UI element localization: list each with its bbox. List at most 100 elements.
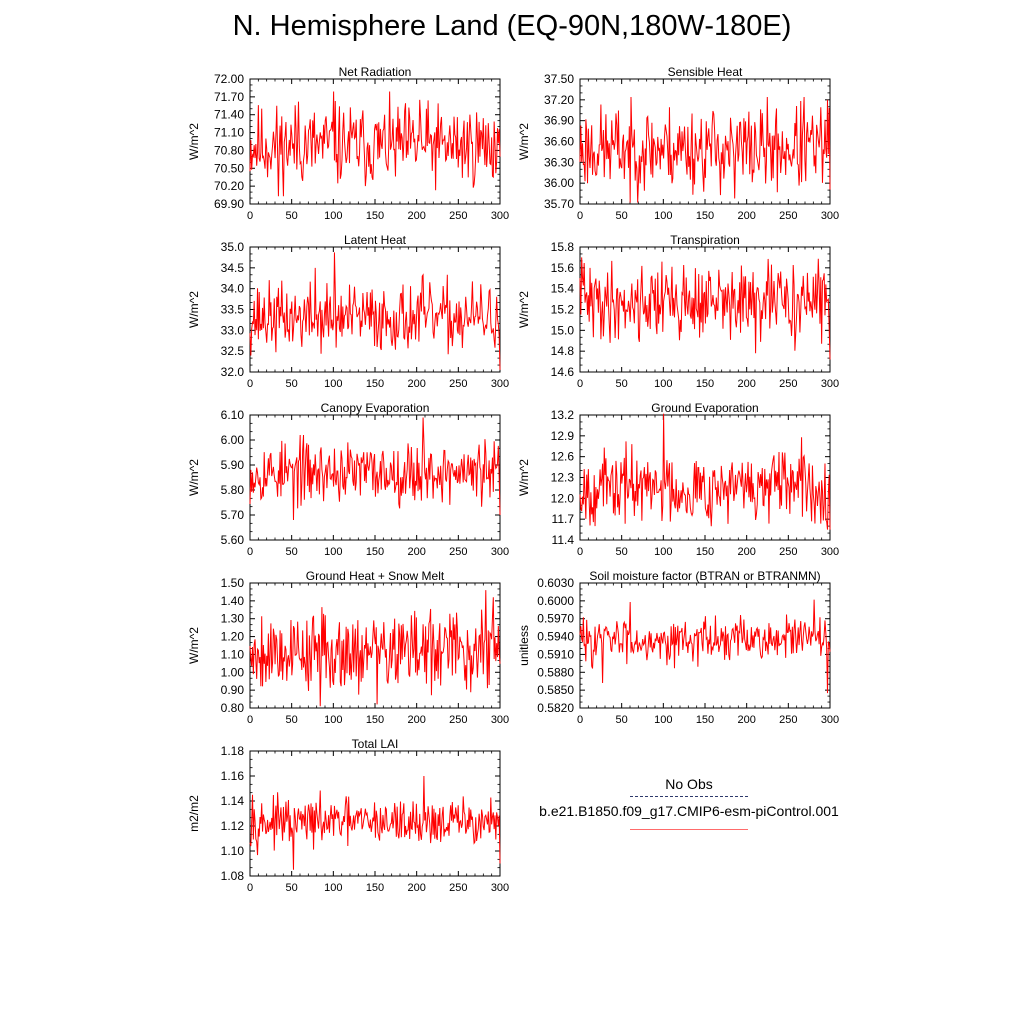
panel-5-xtick-label: 150 — [366, 546, 384, 558]
panel-3-ytick-label: 34.0 — [221, 282, 245, 296]
panel-3-ytick-label: 34.5 — [221, 261, 245, 275]
panel-7-ytick-label: 1.00 — [221, 665, 245, 679]
panel-5-xtick-label: 200 — [407, 546, 425, 558]
legend-case-swatch — [630, 829, 748, 830]
panel-9-xtick-label: 100 — [324, 882, 342, 894]
panel-2-ytick-label: 36.60 — [544, 135, 574, 149]
legend: No Obs b.e21.B1850.f09_g17.CMIP6-esm-piC… — [530, 776, 848, 830]
panel-4-ytick-label: 15.4 — [551, 282, 575, 296]
panel-9-ytick-label: 1.12 — [221, 819, 245, 833]
panel-1-xtick-label: 100 — [324, 210, 342, 222]
panel-4-ytick-label: 14.8 — [551, 344, 575, 358]
panel-9-title: Total LAI — [352, 737, 399, 751]
panel-2-ytick-label: 36.00 — [544, 176, 574, 190]
panel-1-ytick-label: 71.40 — [214, 108, 244, 122]
panel-9-series-line — [249, 775, 501, 870]
panel-2-series-line — [579, 97, 831, 203]
panel-9-ytick-label: 1.10 — [221, 844, 245, 858]
panel-8-ytick-label: 0.5970 — [537, 612, 574, 626]
panel-5-ytick-label: 6.00 — [221, 433, 245, 447]
panel-1-xtick-label: 50 — [286, 210, 298, 222]
panel-2-ytick-label: 37.20 — [544, 93, 574, 107]
panel-2-ytick-label: 37.50 — [544, 72, 574, 86]
panel-1-ytick-label: 70.20 — [214, 179, 244, 193]
panel-1-series-line — [249, 91, 501, 197]
panel-7-xtick-label: 250 — [449, 714, 467, 726]
panel-4-ylabel: W/m^2 — [517, 291, 531, 328]
panel-7-ytick-label: 1.50 — [221, 576, 245, 590]
panel-1-ytick-label: 71.70 — [214, 90, 244, 104]
panel-6-ylabel: W/m^2 — [517, 459, 531, 496]
panel-6-xtick-label: 50 — [616, 546, 628, 558]
panel-5-ytick-label: 6.10 — [221, 408, 245, 422]
panel-6-title: Ground Evaporation — [651, 401, 758, 415]
panel-4-ytick-label: 15.8 — [551, 240, 575, 254]
panel-4-xtick-label: 200 — [737, 378, 755, 390]
panel-9-xtick-label: 150 — [366, 882, 384, 894]
panel-6-ytick-label: 13.2 — [551, 408, 575, 422]
panel-7-xtick-label: 200 — [407, 714, 425, 726]
panel-6-xtick-label: 300 — [821, 546, 839, 558]
panel-1-ytick-label: 72.00 — [214, 72, 244, 86]
panel-9-ylabel: m2/m2 — [187, 795, 201, 832]
panel-1-ytick-label: 69.90 — [214, 197, 244, 211]
panel-7-xtick-label: 100 — [324, 714, 342, 726]
legend-case-label: b.e21.B1850.f09_g17.CMIP6-esm-piControl.… — [539, 803, 839, 819]
panel-7-xtick-label: 0 — [247, 714, 253, 726]
panel-3-xtick-label: 300 — [491, 378, 509, 390]
panel-1-ytick-label: 70.50 — [214, 161, 244, 175]
panel-9-xtick-label: 250 — [449, 882, 467, 894]
panel-1-frame — [249, 78, 501, 205]
panel-4-xtick-label: 0 — [577, 378, 583, 390]
panel-2-title: Sensible Heat — [668, 65, 743, 79]
panel-2-xtick-label: 150 — [696, 210, 714, 222]
panel-7-title: Ground Heat + Snow Melt — [306, 569, 445, 583]
panel-4-ytick-label: 15.0 — [551, 323, 575, 337]
panel-3-xtick-label: 100 — [324, 378, 342, 390]
panel-5-xtick-label: 300 — [491, 546, 509, 558]
panel-3-ytick-label: 32.5 — [221, 344, 245, 358]
panel-7-ytick-label: 0.90 — [221, 683, 245, 697]
panel-1-xtick-label: 200 — [407, 210, 425, 222]
panel-5-ytick-label: 5.60 — [221, 533, 245, 547]
panel-1-xtick-label: 300 — [491, 210, 509, 222]
panel-2-xtick-label: 200 — [737, 210, 755, 222]
panel-2-ylabel: W/m^2 — [517, 123, 531, 160]
panel-1-xtick-label: 150 — [366, 210, 384, 222]
panel-6-xtick-label: 250 — [779, 546, 797, 558]
panel-3-series-line — [249, 252, 501, 370]
panel-8-series-line — [579, 599, 831, 694]
panel-2-xtick-label: 250 — [779, 210, 797, 222]
panel-3-xtick-label: 200 — [407, 378, 425, 390]
panel-4-xtick-label: 100 — [654, 378, 672, 390]
panel-5-series-line — [249, 417, 501, 521]
legend-obs-label: No Obs — [665, 776, 713, 792]
panel-9-xtick-label: 50 — [286, 882, 298, 894]
panel-4-series-line — [579, 257, 831, 360]
panel-5-ytick-label: 5.80 — [221, 483, 245, 497]
panel-6-ytick-label: 12.6 — [551, 450, 575, 464]
panel-6-xtick-label: 0 — [577, 546, 583, 558]
panel-7-ytick-label: 0.80 — [221, 701, 245, 715]
panel-9-ytick-label: 1.18 — [221, 744, 245, 758]
panel-2-xtick-label: 100 — [654, 210, 672, 222]
panel-4-ytick-label: 14.6 — [551, 365, 575, 379]
panel-8-ytick-label: 0.5850 — [537, 683, 574, 697]
panel-4-ytick-label: 15.6 — [551, 261, 575, 275]
panel-6-ytick-label: 12.0 — [551, 491, 575, 505]
panel-8-ytick-label: 0.5940 — [537, 630, 574, 644]
panel-6-ytick-label: 12.3 — [551, 471, 575, 485]
panel-9-xtick-label: 200 — [407, 882, 425, 894]
panel-7-ytick-label: 1.20 — [221, 630, 245, 644]
panel-2-xtick-label: 50 — [616, 210, 628, 222]
panel-9-xtick-label: 0 — [247, 882, 253, 894]
panel-4-title: Transpiration — [670, 233, 740, 247]
panel-2-xtick-label: 300 — [821, 210, 839, 222]
panel-7-xtick-label: 150 — [366, 714, 384, 726]
panel-5-xtick-label: 50 — [286, 546, 298, 558]
panel-8-ytick-label: 0.6000 — [537, 594, 574, 608]
panel-9-ytick-label: 1.16 — [221, 769, 245, 783]
panel-7-xtick-label: 300 — [491, 714, 509, 726]
panel-9-xtick-label: 300 — [491, 882, 509, 894]
